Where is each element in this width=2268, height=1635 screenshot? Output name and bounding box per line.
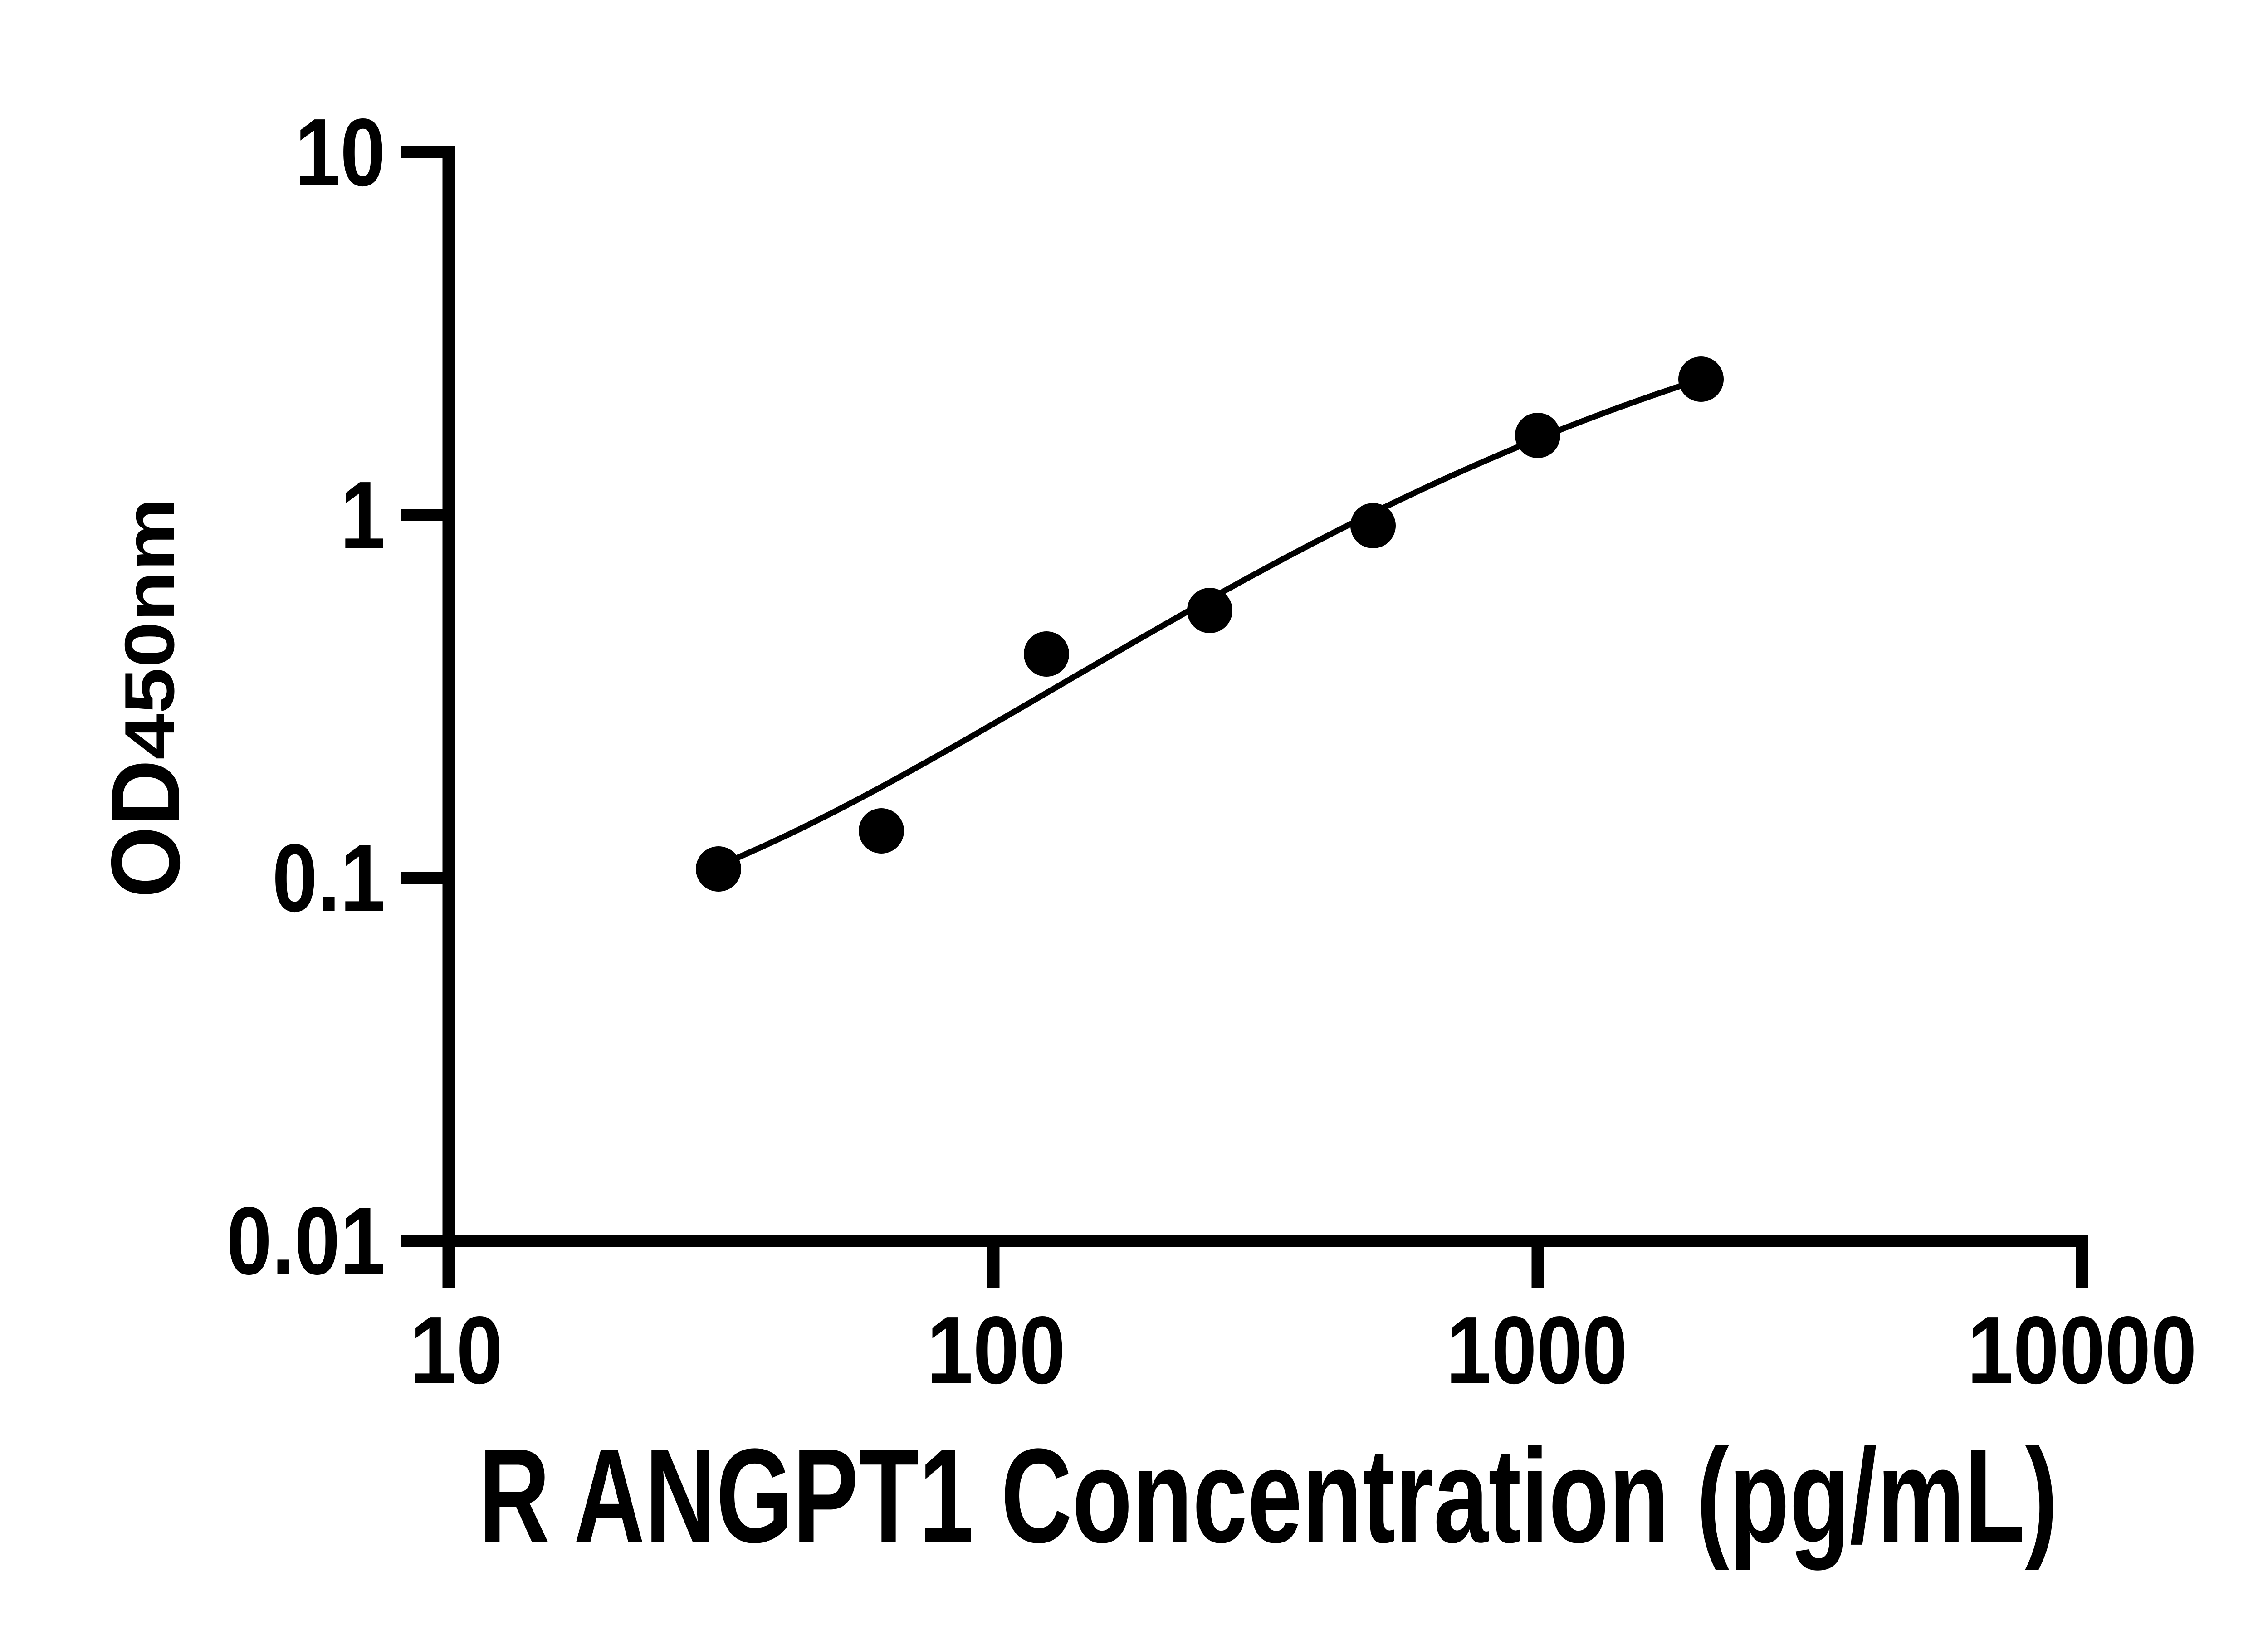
svg-text:0.1: 0.1: [272, 824, 386, 932]
svg-text:0.01: 0.01: [226, 1187, 386, 1294]
svg-text:10: 10: [295, 98, 386, 206]
svg-text:1000: 1000: [1446, 1296, 1628, 1404]
svg-text:OD: OD: [91, 760, 200, 898]
svg-text:R ANGPT1 Concentration (pg/mL): R ANGPT1 Concentration (pg/mL): [479, 1420, 2058, 1572]
svg-text:450nm: 450nm: [110, 498, 189, 760]
svg-text:10000: 10000: [1967, 1296, 2197, 1404]
svg-text:10: 10: [410, 1296, 503, 1404]
svg-text:1: 1: [340, 461, 386, 569]
svg-text:100: 100: [927, 1296, 1066, 1404]
